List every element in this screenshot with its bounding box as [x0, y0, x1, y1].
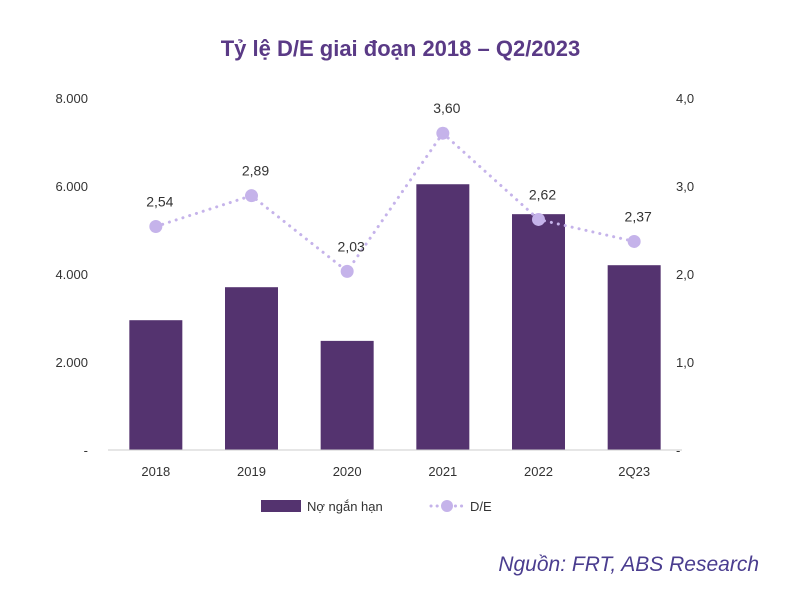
de-data-label: 2,89 [242, 163, 269, 179]
x-axis-tick-label: 2018 [141, 464, 170, 479]
de-point-2019 [245, 189, 258, 203]
right-axis-tick-label: 3,0 [676, 179, 694, 194]
left-axis-tick-label: 6.000 [55, 179, 88, 194]
bar-2020 [320, 340, 374, 450]
legend-bar-swatch [261, 500, 301, 512]
legend-line-marker [441, 500, 453, 512]
de-point-2020 [340, 264, 354, 278]
left-axis-tick-label: 8.000 [55, 91, 88, 106]
de-data-label: 3,60 [433, 100, 460, 116]
x-axis-tick-label: 2021 [428, 464, 457, 479]
x-axis-tick-label: 2Q23 [618, 464, 650, 479]
x-axis-tick-label: 2022 [524, 464, 553, 479]
right-axis-tick-label: 1,0 [676, 355, 694, 370]
legend: Nợ ngắn hạn D/E [261, 499, 492, 514]
chart-title: Tỷ lệ D/E giai đoạn 2018 – Q2/2023 [220, 36, 581, 61]
right-axis: -1,02,03,04,0 [676, 91, 694, 458]
de-data-label: 2,37 [625, 208, 652, 224]
legend-bar-label: Nợ ngắn hạn [307, 499, 383, 514]
de-point-2018 [149, 219, 163, 233]
bar-series [129, 184, 661, 451]
de-point-2022 [532, 212, 545, 226]
left-axis: - 2.000 4.000 6.000 8.000 [55, 91, 88, 458]
de-data-label: 2,03 [338, 238, 365, 254]
right-axis-tick-label: 4,0 [676, 91, 694, 106]
source-note: Nguồn: FRT, ABS Research [498, 553, 759, 576]
left-axis-tick-label: 4.000 [55, 267, 88, 282]
left-axis-tick-label: 2.000 [55, 355, 88, 370]
de-point-2Q23 [627, 234, 641, 248]
de-data-label: 2,62 [529, 186, 556, 202]
bar-2018 [129, 320, 183, 450]
left-axis-tick-label: - [84, 443, 88, 458]
bar-2022 [512, 214, 565, 450]
de-line-series: 2,54 2,89 2,03 3,60 2,62 2,37 [146, 100, 652, 278]
x-axis-tick-label: 2020 [333, 464, 362, 479]
de-data-label: 2,54 [146, 193, 173, 209]
bar-2021 [416, 184, 470, 451]
right-axis-tick-label: 2,0 [676, 267, 694, 282]
legend-line-label: D/E [470, 499, 492, 514]
bar-2Q23 [607, 265, 661, 450]
de-point-2021 [436, 126, 450, 140]
x-axis-tick-label: 2019 [237, 464, 266, 479]
de-line [154, 130, 636, 274]
bar-2019 [225, 287, 278, 450]
x-axis: 2018 2019 2020 2021 2022 2Q23 [108, 449, 682, 479]
